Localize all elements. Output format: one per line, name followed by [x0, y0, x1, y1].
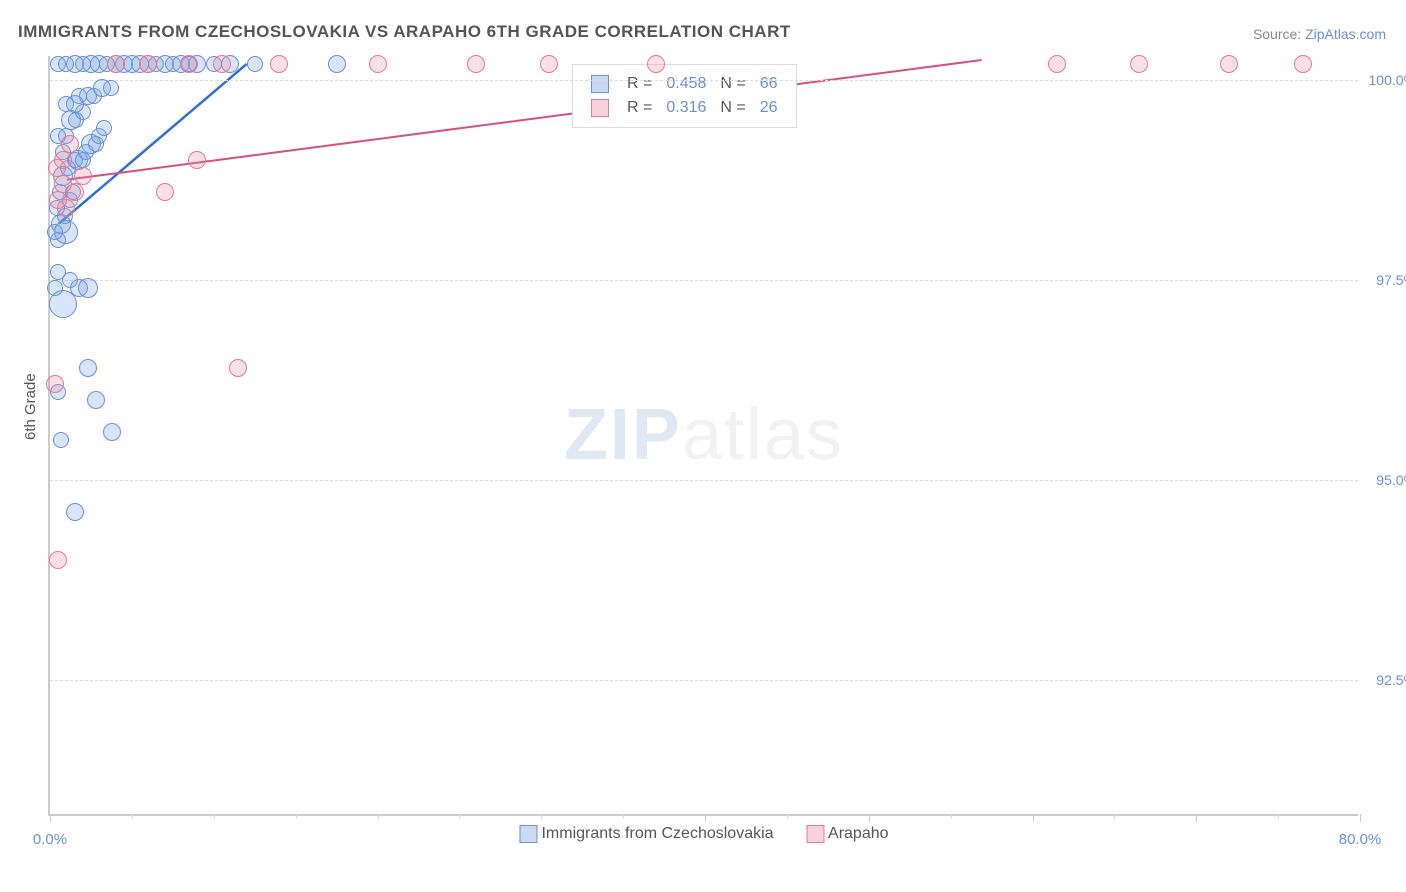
gridline — [50, 680, 1358, 681]
x-tick-minor — [623, 814, 624, 819]
x-tick-minor — [459, 814, 460, 819]
legend: Immigrants from Czechoslovakia Arapaho — [505, 825, 902, 848]
data-point — [49, 551, 67, 569]
y-axis-label: 6th Grade — [22, 373, 39, 440]
data-point — [1048, 55, 1066, 73]
x-tick-minor — [787, 814, 788, 819]
source-attribution: Source: ZipAtlas.com — [1253, 26, 1386, 42]
data-point — [467, 55, 485, 73]
swatch-series2 — [591, 99, 609, 117]
watermark-atlas: atlas — [682, 395, 844, 475]
data-point — [74, 167, 92, 185]
data-point — [54, 175, 72, 193]
x-tick-major — [869, 814, 870, 822]
data-point — [1220, 55, 1238, 73]
data-point — [540, 55, 558, 73]
data-point — [328, 55, 346, 73]
data-point — [48, 159, 66, 177]
n-value-series1: 66 — [754, 73, 784, 95]
r-label: R = — [621, 97, 658, 119]
x-tick-major — [705, 814, 706, 822]
data-point — [369, 55, 387, 73]
x-tick-label: 0.0% — [33, 831, 67, 848]
correlation-stats-box: R = 0.458 N = 66 R = 0.316 N = 26 — [572, 64, 797, 128]
data-point — [78, 278, 98, 298]
x-tick-major — [1360, 814, 1361, 822]
data-point — [1130, 55, 1148, 73]
data-point — [1294, 55, 1312, 73]
data-point — [103, 423, 121, 441]
x-tick-major — [1033, 814, 1034, 822]
r-label: R = — [621, 73, 658, 95]
data-point — [46, 375, 64, 393]
y-tick-label: 95.0% — [1376, 472, 1406, 488]
source-prefix: Source: — [1253, 26, 1305, 42]
data-point — [49, 191, 67, 209]
stats-table: R = 0.458 N = 66 R = 0.316 N = 26 — [583, 71, 786, 121]
gridline — [50, 80, 1358, 81]
x-tick-label: 80.0% — [1339, 831, 1382, 848]
legend-swatch-series2 — [806, 825, 824, 843]
n-label: N = — [714, 97, 751, 119]
x-tick-major — [50, 814, 51, 822]
x-tick-minor — [1114, 814, 1115, 819]
n-label: N = — [714, 73, 751, 95]
y-tick-label: 100.0% — [1369, 72, 1406, 88]
x-tick-minor — [132, 814, 133, 819]
data-point — [53, 432, 69, 448]
data-point — [79, 359, 97, 377]
watermark: ZIPatlas — [564, 394, 844, 476]
data-point — [180, 55, 198, 73]
n-value-series2: 26 — [754, 97, 784, 119]
data-point — [50, 56, 66, 72]
legend-item-series2: Arapaho — [806, 825, 889, 843]
data-point — [647, 55, 665, 73]
x-tick-minor — [378, 814, 379, 819]
data-point — [62, 272, 78, 288]
legend-label-series1: Immigrants from Czechoslovakia — [541, 825, 773, 843]
x-tick-minor — [541, 814, 542, 819]
gridline — [50, 480, 1358, 481]
source-link[interactable]: ZipAtlas.com — [1305, 26, 1386, 42]
x-tick-minor — [951, 814, 952, 819]
data-point — [270, 55, 288, 73]
data-point — [96, 120, 112, 136]
data-point — [229, 359, 247, 377]
scatter-plot-area: ZIPatlas R = 0.458 N = 66 R = 0.316 N = … — [48, 56, 1358, 816]
stats-row-series2: R = 0.316 N = 26 — [585, 97, 784, 119]
y-tick-label: 92.5% — [1376, 672, 1406, 688]
y-tick-label: 97.5% — [1376, 272, 1406, 288]
x-tick-minor — [1278, 814, 1279, 819]
r-value-series1: 0.458 — [660, 73, 712, 95]
x-tick-minor — [214, 814, 215, 819]
gridline — [50, 280, 1358, 281]
legend-swatch-series1 — [519, 825, 537, 843]
trend-lines — [50, 56, 1358, 814]
x-tick-major — [1196, 814, 1197, 822]
r-value-series2: 0.316 — [660, 97, 712, 119]
data-point — [66, 503, 84, 521]
data-point — [107, 55, 125, 73]
stats-row-series1: R = 0.458 N = 66 — [585, 73, 784, 95]
swatch-series1 — [591, 75, 609, 93]
data-point — [71, 88, 87, 104]
watermark-zip: ZIP — [564, 395, 682, 475]
data-point — [247, 56, 263, 72]
data-point — [47, 224, 63, 240]
data-point — [188, 151, 206, 169]
data-point — [213, 55, 231, 73]
legend-item-series1: Immigrants from Czechoslovakia — [519, 825, 773, 843]
chart-title: IMMIGRANTS FROM CZECHOSLOVAKIA VS ARAPAH… — [18, 22, 791, 42]
data-point — [139, 55, 157, 73]
legend-label-series2: Arapaho — [828, 825, 889, 843]
data-point — [103, 80, 119, 96]
data-point — [47, 280, 63, 296]
data-point — [87, 391, 105, 409]
data-point — [156, 183, 174, 201]
x-tick-minor — [296, 814, 297, 819]
